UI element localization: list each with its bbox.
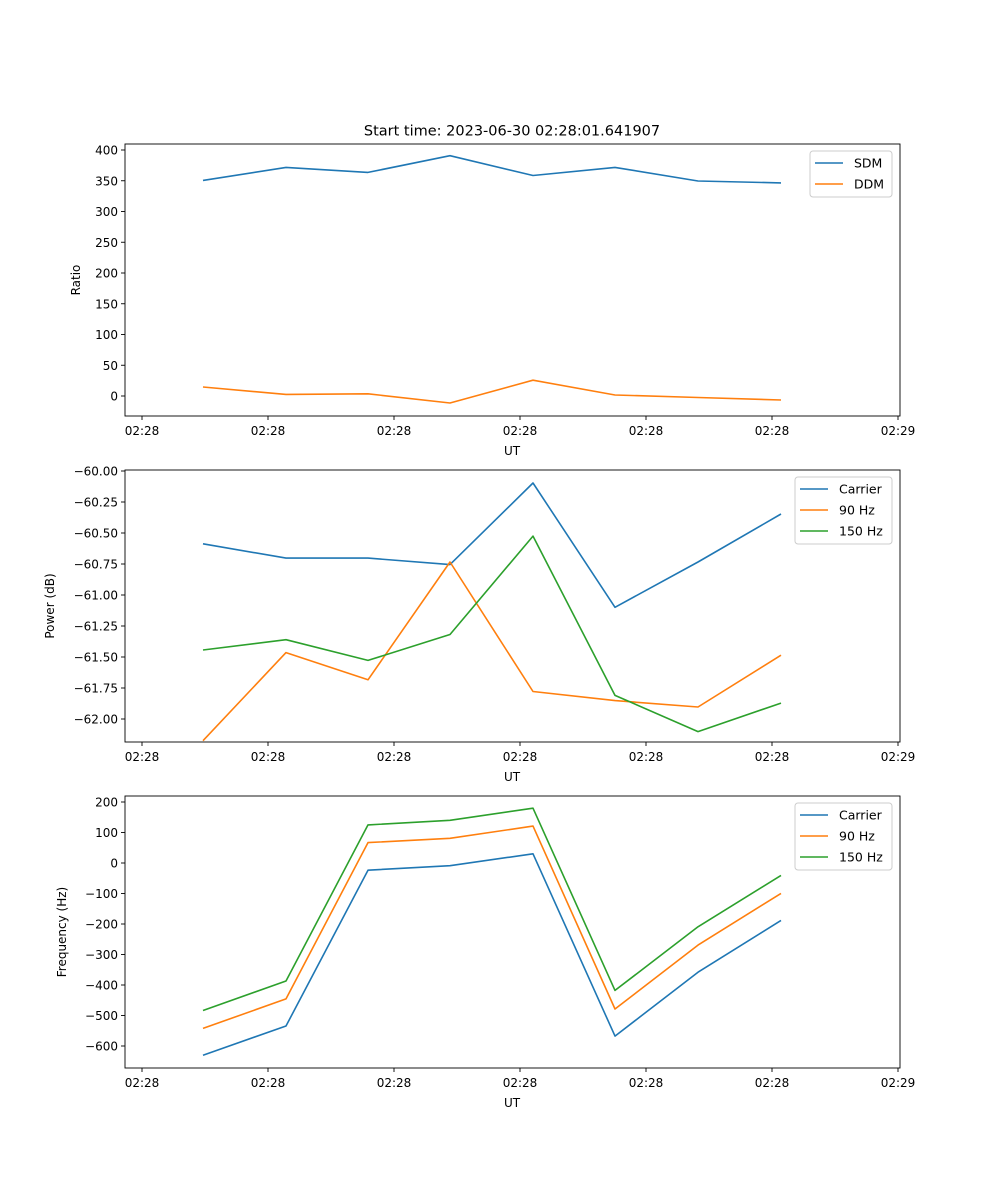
legend-entry: Carrier [839, 808, 883, 823]
y-tick-label: 0 [110, 857, 118, 871]
legend-entry: 90 Hz [839, 829, 875, 844]
y-tick-label: 200 [95, 796, 118, 810]
x-tick-label: 02:28 [503, 750, 538, 764]
y-tick-label: −62.00 [74, 713, 118, 727]
y-tick-label: −60.00 [74, 465, 118, 479]
y-tick-label: −200 [85, 918, 118, 932]
series-line-150-hz [202, 807, 782, 1012]
y-tick-label: −61.50 [74, 651, 118, 665]
legend-entry: 150 Hz [839, 524, 883, 539]
x-tick-label: 02:28 [377, 750, 412, 764]
y-tick-label: −60.25 [74, 496, 118, 510]
series-line-ddm [202, 379, 782, 404]
x-tick-label: 02:28 [251, 424, 286, 438]
y-tick-label: 250 [95, 236, 118, 250]
y-tick-label: 350 [95, 174, 118, 188]
y-axis-label: Power (dB) [43, 573, 57, 638]
panels: 02:28 02:28 02:28 02:28 02:28 02:28 02:29 400 35… [43, 144, 915, 1111]
legend-box [794, 476, 893, 545]
legend-box [794, 802, 893, 871]
x-axis-label: UT [504, 770, 521, 784]
axes-frame [124, 795, 901, 1069]
axes-frame [124, 143, 901, 417]
y-axis-label: Frequency (Hz) [55, 887, 69, 978]
x-tick-label: 02:28 [377, 424, 412, 438]
legend: SDM DDM [809, 150, 893, 198]
figure-title: Start time: 2023-06-30 02:28:01.641907 [364, 124, 660, 140]
x-tick-label: 02:29 [881, 424, 916, 438]
x-tick-label: 02:28 [629, 424, 664, 438]
legend-entry: SDM [854, 156, 882, 171]
y-tick-label: −61.00 [74, 589, 118, 603]
x-tick-label: 02:28 [251, 750, 286, 764]
panel-1: 02:28 02:28 02:28 02:28 02:28 02:28 02:29 400 35… [69, 144, 915, 459]
x-tick-label: 02:28 [629, 1076, 664, 1090]
x-tick-label: 02:28 [503, 1076, 538, 1090]
y-tick-label: −61.25 [74, 620, 118, 634]
x-tick-label: 02:28 [755, 1076, 790, 1090]
x-tick-label: 02:28 [377, 1076, 412, 1090]
legend: Carrier 90 Hz 150 Hz [794, 802, 893, 871]
series-line-90-hz [202, 561, 782, 742]
legend: Carrier 90 Hz 150 Hz [794, 476, 893, 545]
x-axis-label: UT [504, 444, 521, 458]
series-line-carrier [202, 852, 782, 1056]
series-line-sdm [202, 154, 782, 184]
y-tick-label: −300 [85, 948, 118, 962]
series-line-90-hz [202, 825, 782, 1030]
x-tick-label: 02:28 [125, 750, 160, 764]
y-tick-label: 300 [95, 205, 118, 219]
x-tick-label: 02:29 [881, 1076, 916, 1090]
x-tick-label: 02:28 [503, 424, 538, 438]
x-tick-label: 02:28 [629, 750, 664, 764]
y-tick-label: 100 [95, 826, 118, 840]
y-tick-label: −60.75 [74, 558, 118, 572]
legend-entry: DDM [854, 177, 884, 192]
x-axis-label: UT [504, 1096, 521, 1110]
y-tick-label: −500 [85, 1009, 118, 1023]
series-line-150-hz [202, 535, 782, 733]
y-tick-label: −100 [85, 887, 118, 901]
legend-entry: 90 Hz [839, 503, 875, 518]
series-line-carrier [202, 482, 782, 609]
y-tick-label: −60.50 [74, 527, 118, 541]
y-tick-label: 0 [110, 390, 118, 404]
axes-frame [124, 469, 901, 743]
x-tick-label: 02:29 [881, 750, 916, 764]
y-tick-label: 150 [95, 297, 118, 311]
y-tick-label: −61.75 [74, 682, 118, 696]
legend-entry: Carrier [839, 482, 883, 497]
legend-entry: 150 Hz [839, 850, 883, 865]
x-tick-label: 02:28 [755, 424, 790, 438]
y-tick-label: −600 [85, 1040, 118, 1054]
panel-2: 02:28 02:28 02:28 02:28 02:28 02:28 02:29 −60.0… [43, 465, 915, 785]
y-axis-label: Ratio [69, 265, 83, 296]
y-tick-label: 100 [95, 328, 118, 342]
y-tick-label: 50 [103, 359, 118, 373]
y-tick-label: 200 [95, 267, 118, 281]
x-tick-label: 02:28 [755, 750, 790, 764]
y-tick-label: 400 [95, 144, 118, 158]
y-tick-label: −400 [85, 979, 118, 993]
x-tick-label: 02:28 [125, 1076, 160, 1090]
x-tick-label: 02:28 [251, 1076, 286, 1090]
x-tick-label: 02:28 [125, 424, 160, 438]
panel-3: 02:28 02:28 02:28 02:28 02:28 02:28 02:29 200 10… [55, 796, 915, 1111]
